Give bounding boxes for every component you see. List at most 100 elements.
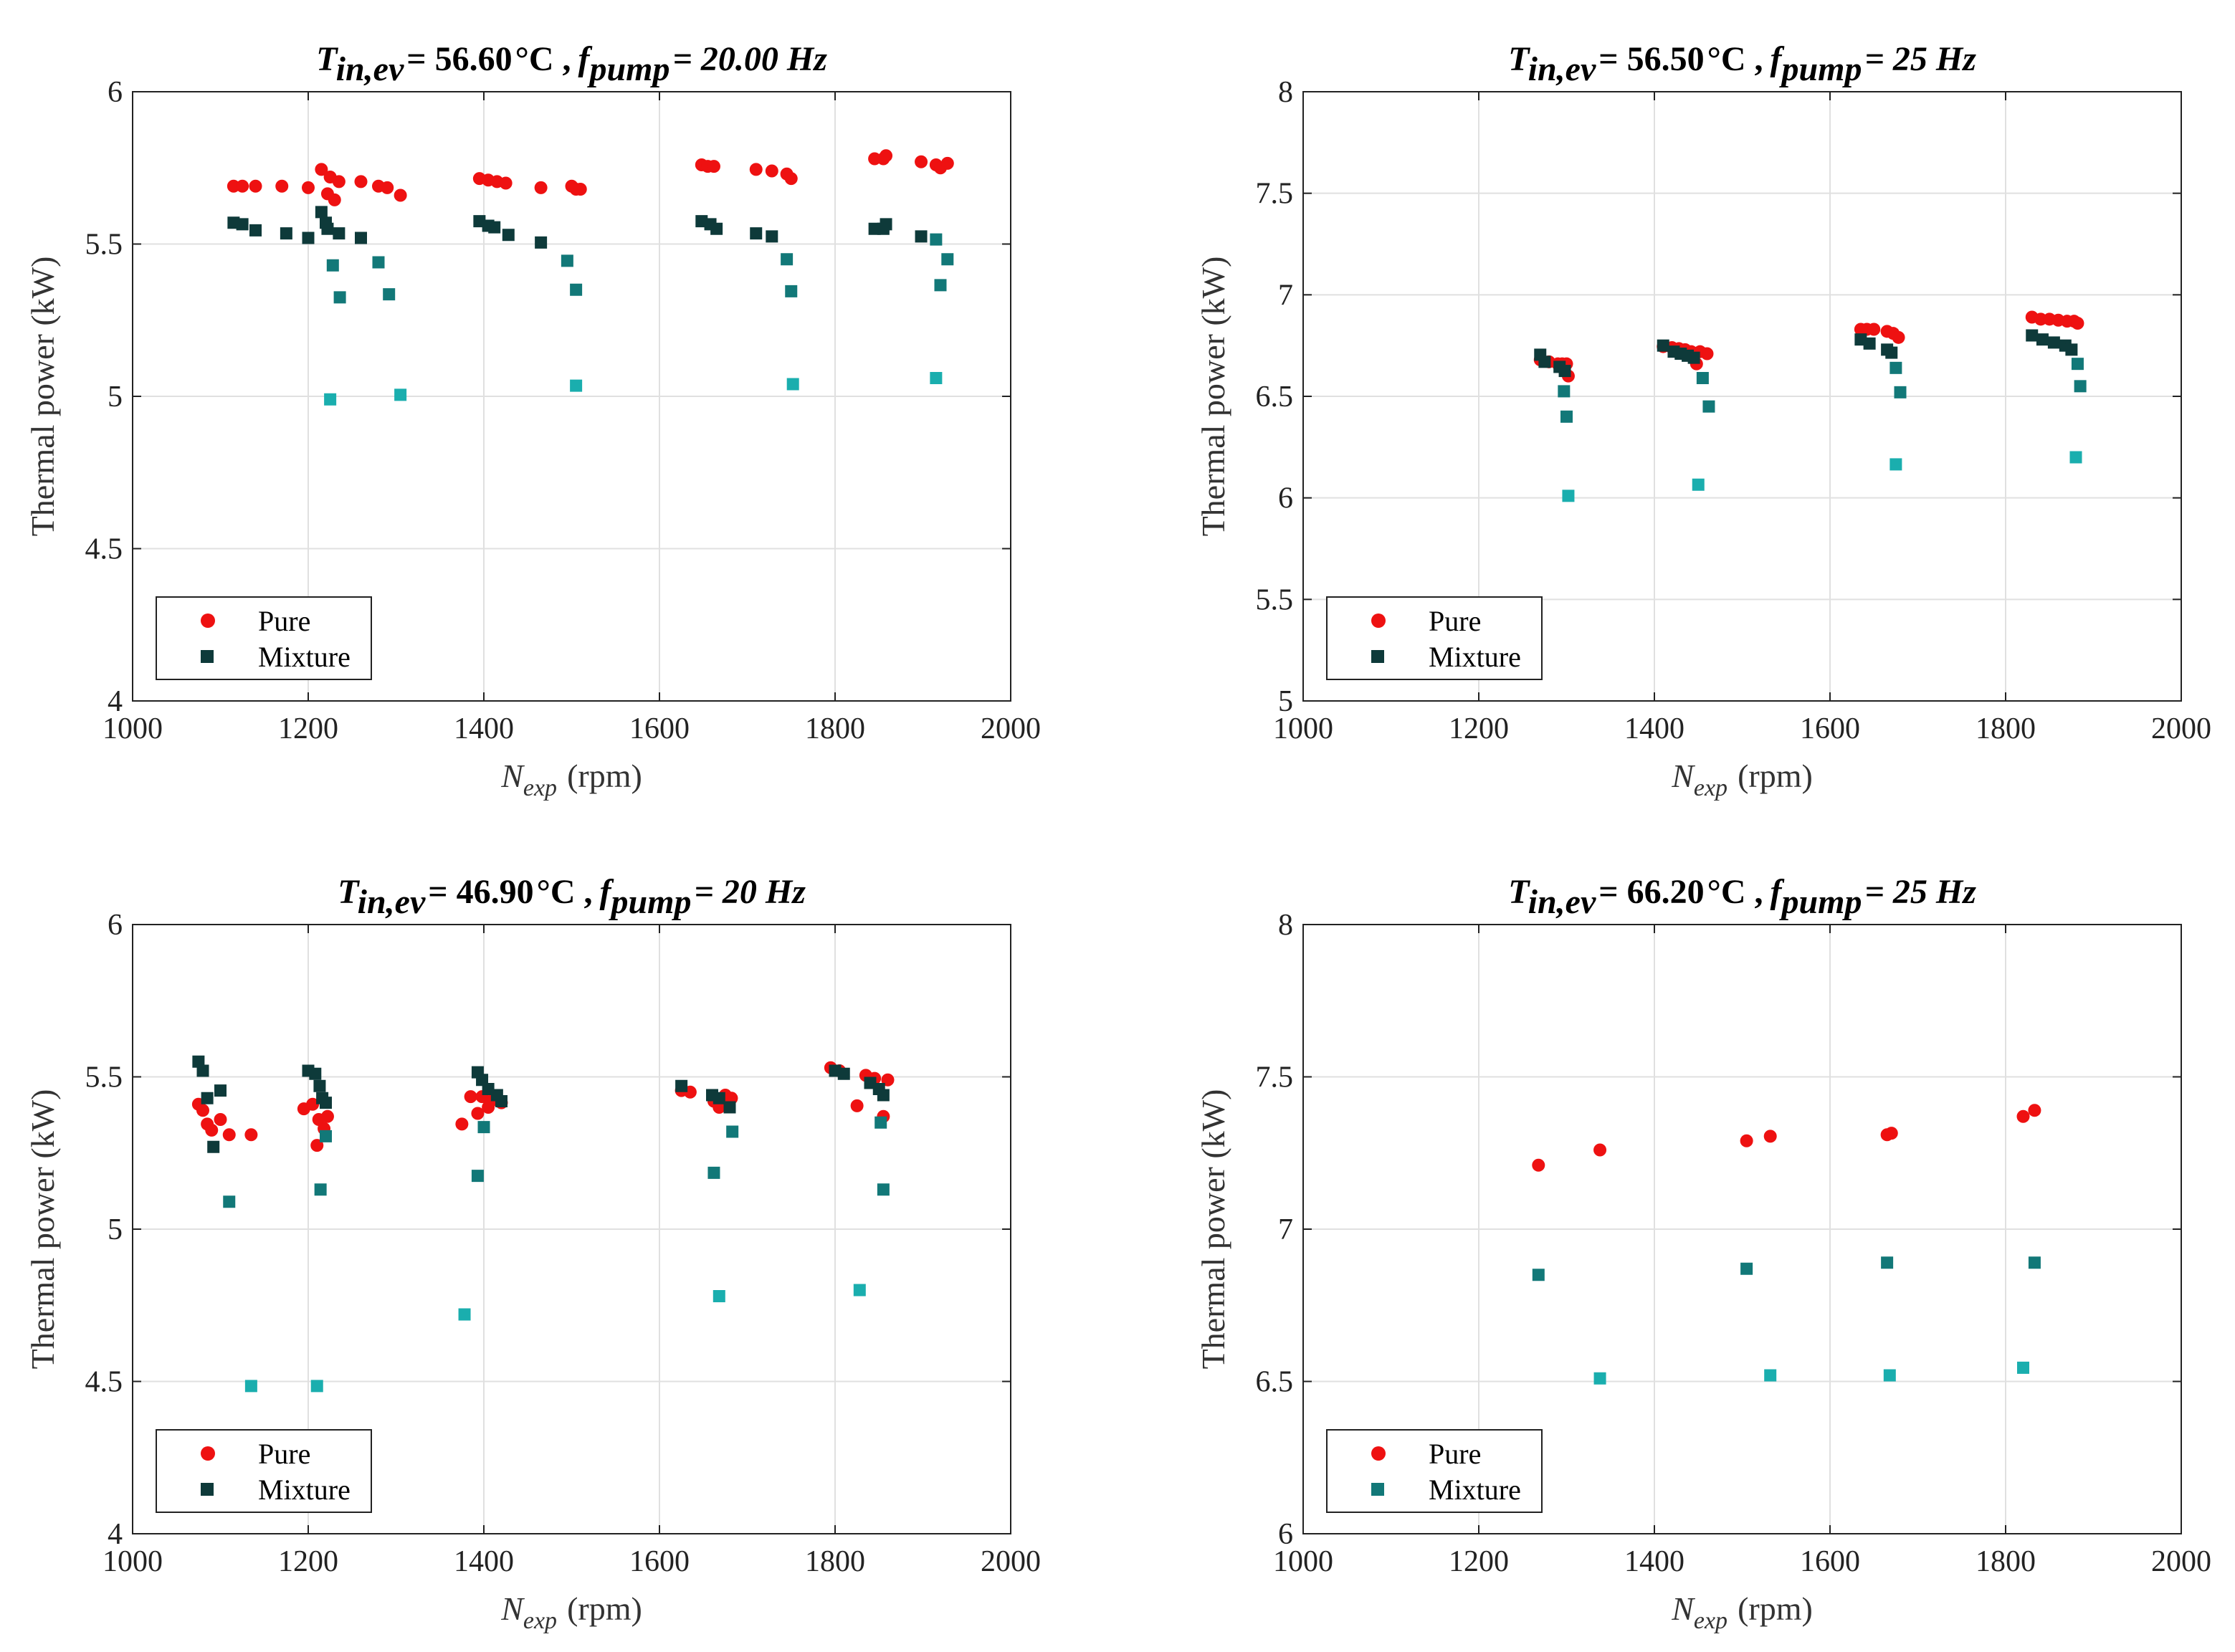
data-point-mixture <box>1538 355 1551 368</box>
data-point-mixture <box>1702 400 1715 413</box>
legend-marker-pure <box>201 613 215 628</box>
data-point-mixture <box>2036 333 2049 346</box>
x-axis-label: Nexp (rpm) <box>500 1590 642 1634</box>
data-point-pure <box>222 1128 236 1142</box>
data-point-mixture <box>2026 329 2039 342</box>
data-point-mixture <box>707 1166 720 1179</box>
y-tick-label: 5 <box>108 381 123 414</box>
title-var2: f <box>600 873 614 911</box>
x-axis-unit: (rpm) <box>567 1590 642 1627</box>
data-point-mixture <box>1687 351 1700 364</box>
chart-panel-1: 1000 1200 1400 1600 1800 200044.555.56Tin,ev=… <box>24 40 1041 801</box>
data-point-mixture <box>302 231 315 244</box>
x-axis-sub: exp <box>1694 1608 1728 1634</box>
data-point-mixture <box>930 372 943 384</box>
data-point-pure <box>940 156 954 170</box>
x-tick-label: 1000 <box>1273 712 1333 745</box>
legend-marker-pure <box>201 1446 215 1461</box>
y-tick-label: 7.5 <box>1256 178 1294 211</box>
x-axis-var: N <box>1671 758 1695 794</box>
title-var-sub: in,ev <box>336 50 404 88</box>
data-point-pure <box>354 175 368 188</box>
data-point-mixture <box>561 254 573 267</box>
data-point-mixture <box>1558 385 1571 398</box>
y-tick-label: 5 <box>1278 685 1293 718</box>
title-value: = 56.50 <box>1598 40 1704 78</box>
data-point-mixture <box>934 279 947 292</box>
data-point-pure <box>275 179 289 193</box>
x-tick-label: 1600 <box>1800 712 1860 745</box>
data-point-pure <box>236 179 249 193</box>
data-point-mixture <box>750 227 763 240</box>
y-tick-label: 5 <box>108 1213 123 1246</box>
y-tick-label: 4.5 <box>85 1366 123 1399</box>
legend-box <box>156 1429 372 1513</box>
y-tick-label: 6 <box>108 909 123 942</box>
data-point-pure <box>455 1117 469 1131</box>
data-point-mixture <box>2017 1361 2029 1374</box>
title-var2-sub: pump <box>1778 883 1862 921</box>
data-point-pure <box>850 1099 864 1112</box>
data-point-pure <box>1740 1134 1753 1147</box>
legend-marker-mixture <box>1371 650 1384 663</box>
data-point-pure <box>707 160 720 173</box>
y-tick-label: 4 <box>108 1518 123 1551</box>
x-tick-label: 1200 <box>1449 1545 1509 1578</box>
x-tick-label: 1400 <box>1624 1545 1684 1578</box>
legend-label-pure: Pure <box>1429 605 1481 637</box>
legend-label-pure: Pure <box>258 1438 310 1470</box>
x-tick-label: 1800 <box>1976 712 2036 745</box>
title-unit: °C , <box>537 873 593 911</box>
data-point-mixture <box>535 236 548 249</box>
y-tick-label: 7 <box>1278 1213 1293 1246</box>
data-point-mixture <box>930 233 943 246</box>
data-point-mixture <box>324 393 337 406</box>
title-var2-sub: pump <box>1778 50 1862 88</box>
x-tick-label: 2000 <box>2151 712 2211 745</box>
data-point-mixture <box>1889 361 1902 374</box>
data-point-pure <box>749 163 763 176</box>
data-point-mixture <box>877 1183 890 1196</box>
data-point-mixture <box>1657 339 1669 352</box>
data-point-pure <box>205 1123 219 1137</box>
data-point-mixture <box>309 1067 322 1080</box>
data-point-mixture <box>502 229 515 242</box>
y-tick-label: 8 <box>1278 76 1293 109</box>
data-point-mixture <box>880 218 892 231</box>
data-point-mixture <box>941 253 954 266</box>
x-axis-sub: exp <box>523 775 557 801</box>
x-tick-label: 1000 <box>103 712 163 745</box>
y-tick-label: 8 <box>1278 909 1293 942</box>
data-point-mixture <box>244 1380 257 1393</box>
y-tick-label: 4 <box>108 685 123 718</box>
data-point-mixture <box>785 285 798 297</box>
chart-title: Tin,ev= 46.90°C , fpump= 20 Hz <box>338 873 806 921</box>
data-point-mixture <box>477 1121 490 1134</box>
x-tick-label: 1600 <box>1800 1545 1860 1578</box>
x-axis-var: N <box>500 758 525 794</box>
plot-frame <box>132 91 1011 702</box>
x-tick-label: 1000 <box>1273 1545 1333 1578</box>
data-point-mixture <box>394 388 407 401</box>
x-axis-label: Nexp (rpm) <box>1671 758 1813 801</box>
legend-marker-mixture <box>201 650 214 663</box>
data-point-mixture <box>372 256 385 269</box>
data-point-mixture <box>320 1130 332 1142</box>
legend-marker-mixture <box>1371 1483 1384 1496</box>
legend: Pure Mixture <box>156 596 372 680</box>
legend-marker-pure <box>1371 1446 1386 1461</box>
plot-frame <box>132 924 1011 1534</box>
legend-box <box>1326 596 1543 680</box>
y-axis-label: Thermal power (kW) <box>1195 257 1231 537</box>
data-point-mixture <box>1692 478 1705 491</box>
data-point-mixture <box>207 1140 220 1153</box>
data-point-mixture <box>2065 343 2078 356</box>
x-tick-label: 1800 <box>1976 1545 2036 1578</box>
title-value: = 56.60 <box>406 40 512 78</box>
data-point-mixture <box>310 1380 323 1393</box>
data-point-mixture <box>488 221 501 234</box>
title-var2-sub: pump <box>608 883 691 921</box>
data-point-mixture <box>383 288 396 301</box>
data-point-mixture <box>495 1095 507 1107</box>
